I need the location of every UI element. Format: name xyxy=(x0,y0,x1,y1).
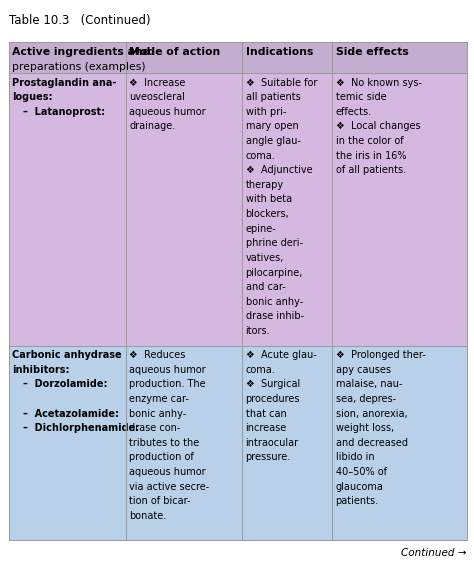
Text: Continued →: Continued → xyxy=(401,548,467,558)
Text: with beta: with beta xyxy=(246,194,292,205)
Text: drainage.: drainage. xyxy=(129,121,176,132)
Text: weight loss,: weight loss, xyxy=(336,423,394,433)
Text: the iris in 16%: the iris in 16% xyxy=(336,151,406,161)
Text: tributes to the: tributes to the xyxy=(129,438,200,448)
Text: therapy: therapy xyxy=(246,180,283,190)
Text: inhibitors:: inhibitors: xyxy=(12,365,70,375)
Text: of all patients.: of all patients. xyxy=(336,165,406,175)
Text: apy causes: apy causes xyxy=(336,365,391,375)
Text: that can: that can xyxy=(246,409,286,419)
Text: ❖  Acute glau-: ❖ Acute glau- xyxy=(246,350,316,360)
Text: in the color of: in the color of xyxy=(336,136,403,146)
Text: aqueous humor: aqueous humor xyxy=(129,467,206,477)
Text: drase inhib-: drase inhib- xyxy=(246,311,304,321)
Text: and decreased: and decreased xyxy=(336,438,408,448)
Text: –  Latanoprost:: – Latanoprost: xyxy=(23,107,105,117)
Text: bonate.: bonate. xyxy=(129,511,167,521)
Text: Mode of action: Mode of action xyxy=(129,47,221,57)
Text: intraocular: intraocular xyxy=(246,438,299,448)
Text: drase con-: drase con- xyxy=(129,423,181,433)
Text: Carbonic anhydrase: Carbonic anhydrase xyxy=(12,350,122,360)
Text: itors.: itors. xyxy=(246,326,270,336)
Bar xyxy=(9,42,467,73)
Text: Active ingredients and: Active ingredients and xyxy=(12,47,151,57)
Text: patients.: patients. xyxy=(336,496,379,506)
Text: glaucoma: glaucoma xyxy=(336,482,383,492)
Text: mary open: mary open xyxy=(246,121,298,132)
Text: epine-: epine- xyxy=(246,224,276,234)
Text: ❖  No known sys-: ❖ No known sys- xyxy=(336,78,421,88)
Text: temic side: temic side xyxy=(336,92,386,102)
Text: phrine deri-: phrine deri- xyxy=(246,238,302,248)
Bar xyxy=(9,346,467,540)
Text: bonic anhy-: bonic anhy- xyxy=(129,409,187,419)
Text: coma.: coma. xyxy=(246,365,275,375)
Text: with pri-: with pri- xyxy=(246,107,286,117)
Text: ❖  Reduces: ❖ Reduces xyxy=(129,350,186,360)
Text: –  Dorzolamide:: – Dorzolamide: xyxy=(23,379,107,389)
Text: ❖  Prolonged ther-: ❖ Prolonged ther- xyxy=(336,350,425,360)
Text: malaise, nau-: malaise, nau- xyxy=(336,379,402,389)
Text: Table 10.3   (Continued): Table 10.3 (Continued) xyxy=(9,14,150,27)
Text: vatives,: vatives, xyxy=(246,253,284,263)
Text: –  Acetazolamide:: – Acetazolamide: xyxy=(23,409,119,419)
Text: libido in: libido in xyxy=(336,452,374,463)
Text: ❖  Adjunctive: ❖ Adjunctive xyxy=(246,165,312,175)
Text: blockers,: blockers, xyxy=(246,209,289,219)
Text: pressure.: pressure. xyxy=(246,452,291,463)
Text: ❖  Local changes: ❖ Local changes xyxy=(336,121,420,132)
Text: sion, anorexia,: sion, anorexia, xyxy=(336,409,407,419)
Text: Indications: Indications xyxy=(246,47,313,57)
Text: preparations (examples): preparations (examples) xyxy=(12,62,146,72)
Bar xyxy=(9,73,467,346)
Text: aqueous humor: aqueous humor xyxy=(129,365,206,375)
Text: pilocarpine,: pilocarpine, xyxy=(246,268,303,278)
Text: sea, depres-: sea, depres- xyxy=(336,394,396,404)
Text: ❖  Suitable for: ❖ Suitable for xyxy=(246,78,317,88)
Text: angle glau-: angle glau- xyxy=(246,136,301,146)
Text: ❖  Increase: ❖ Increase xyxy=(129,78,186,88)
Text: enzyme car-: enzyme car- xyxy=(129,394,189,404)
Text: ❖  Surgical: ❖ Surgical xyxy=(246,379,300,389)
Text: Side effects: Side effects xyxy=(336,47,408,57)
Text: –  Dichlorphenamide:: – Dichlorphenamide: xyxy=(23,423,139,433)
Text: bonic anhy-: bonic anhy- xyxy=(246,297,303,307)
Text: production. The: production. The xyxy=(129,379,206,389)
Text: tion of bicar-: tion of bicar- xyxy=(129,496,191,506)
Text: all patients: all patients xyxy=(246,92,301,102)
Text: procedures: procedures xyxy=(246,394,300,404)
Text: production of: production of xyxy=(129,452,194,463)
Text: via active secre-: via active secre- xyxy=(129,482,210,492)
Text: aqueous humor: aqueous humor xyxy=(129,107,206,117)
Text: logues:: logues: xyxy=(12,92,53,102)
Text: 40–50% of: 40–50% of xyxy=(336,467,387,477)
Text: coma.: coma. xyxy=(246,151,275,161)
Text: uveoscleral: uveoscleral xyxy=(129,92,185,102)
Text: Prostaglandin ana-: Prostaglandin ana- xyxy=(12,78,117,88)
Text: increase: increase xyxy=(246,423,287,433)
Text: and car-: and car- xyxy=(246,282,285,292)
Text: effects.: effects. xyxy=(336,107,372,117)
